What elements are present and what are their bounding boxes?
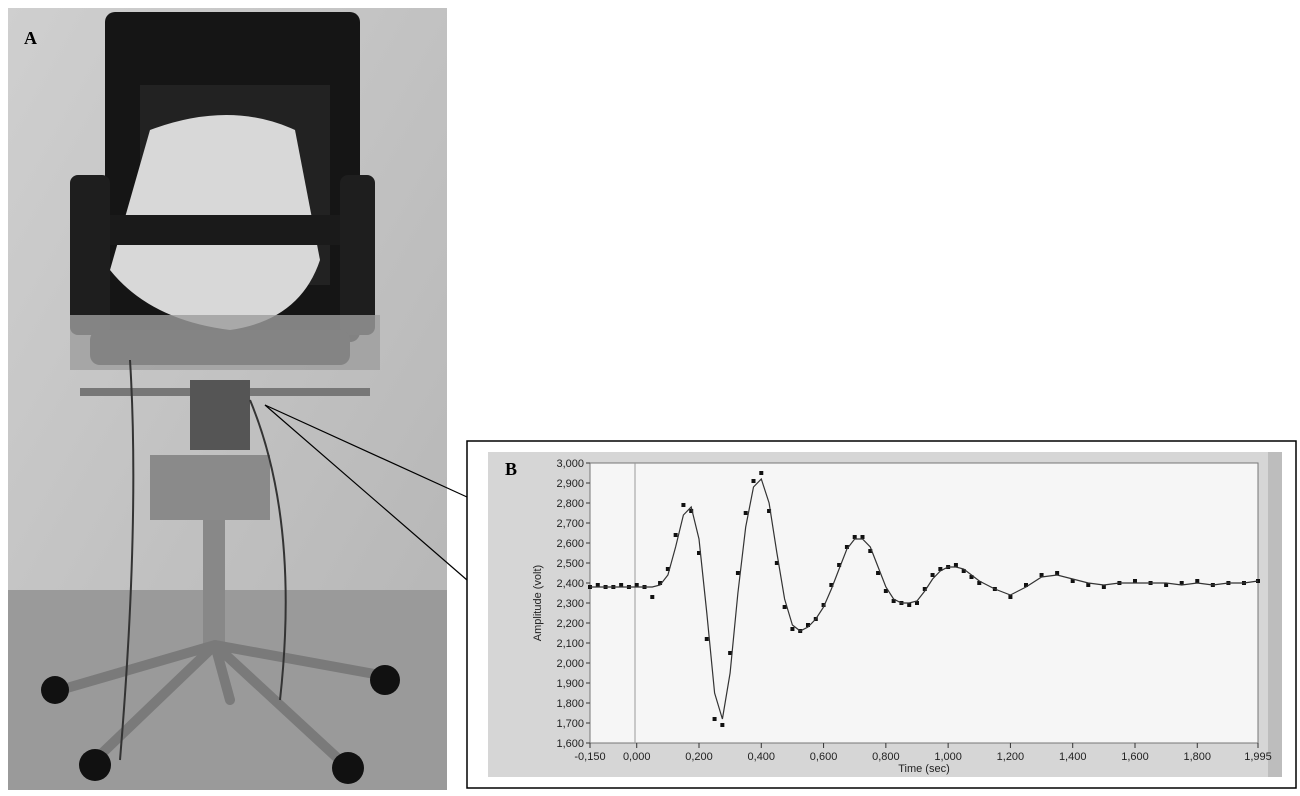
x-axis-label: Time (sec) <box>898 763 950 775</box>
x-tick-label: 0,800 <box>872 751 900 763</box>
data-point <box>705 637 709 641</box>
x-tick-label: 1,800 <box>1184 751 1212 763</box>
figure: A B Time (sec) Amplitude (volt) 1,600 1,7… <box>0 0 1300 796</box>
y-tick-label: 2,200 <box>556 618 584 630</box>
y-tick-label: 2,300 <box>556 598 584 610</box>
y-tick-label: 2,800 <box>556 498 584 510</box>
x-tick-label: 0,200 <box>685 751 713 763</box>
data-point <box>736 571 740 575</box>
y-tick-label: 1,900 <box>556 678 584 690</box>
y-tick-label: 2,900 <box>556 478 584 490</box>
y-tick-label: 1,700 <box>556 718 584 730</box>
data-point <box>650 595 654 599</box>
x-tick-label: 0,400 <box>748 751 776 763</box>
data-point <box>751 479 755 483</box>
y-tick-label: 2,000 <box>556 658 584 670</box>
y-tick-label: 2,600 <box>556 538 584 550</box>
data-point <box>790 627 794 631</box>
y-tick-label: 2,100 <box>556 638 584 650</box>
data-point <box>674 533 678 537</box>
panel-label: B <box>505 459 517 479</box>
scroll-edge <box>1268 452 1282 777</box>
data-point <box>1102 585 1106 589</box>
x-tick-label: 0,000 <box>623 751 651 763</box>
plot-area <box>590 463 1258 743</box>
x-tick-label: 1,995 <box>1244 751 1272 763</box>
data-point <box>759 471 763 475</box>
x-tick-label: -0,150 <box>574 751 605 763</box>
data-point <box>681 503 685 507</box>
data-point <box>931 573 935 577</box>
y-tick-label: 2,700 <box>556 518 584 530</box>
y-tick-label: 1,600 <box>556 738 584 750</box>
data-point <box>713 717 717 721</box>
x-tick-label: 1,000 <box>934 751 962 763</box>
x-tick-label: 1,600 <box>1121 751 1149 763</box>
x-tick-label: 0,600 <box>810 751 838 763</box>
y-tick-label: 3,000 <box>556 458 584 470</box>
y-tick-label: 2,400 <box>556 578 584 590</box>
y-axis-label: Amplitude (volt) <box>532 565 544 641</box>
photo <box>8 8 447 790</box>
x-tick-label: 1,400 <box>1059 751 1087 763</box>
y-tick-label: 1,800 <box>556 698 584 710</box>
data-point <box>720 723 724 727</box>
panel-label: A <box>24 28 37 48</box>
y-tick-label: 2,500 <box>556 558 584 570</box>
x-tick-label: 1,200 <box>997 751 1025 763</box>
data-point <box>744 511 748 515</box>
